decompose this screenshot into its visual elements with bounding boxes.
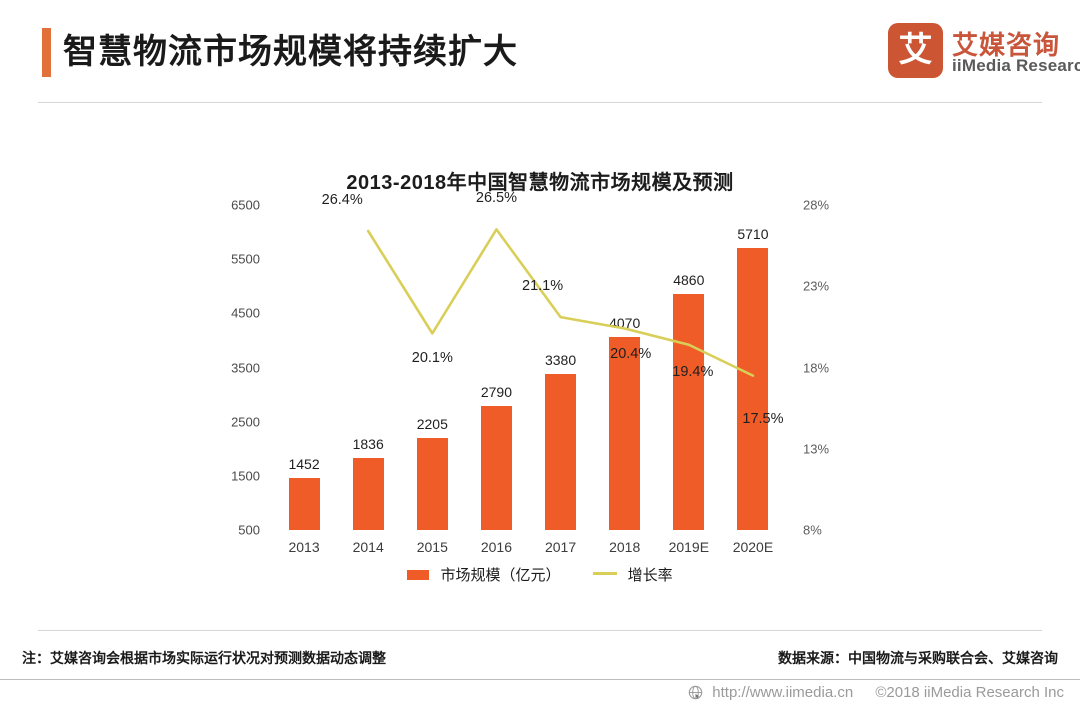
legend-label-market-size: 市场规模（亿元） <box>440 567 561 584</box>
bar-value-label: 5710 <box>737 225 769 242</box>
bar-2019E[interactable] <box>673 293 705 530</box>
line-value-label: 20.4% <box>610 345 652 362</box>
bar-value-label: 2790 <box>480 383 513 400</box>
page-title: 智慧物流市场规模将持续扩大 <box>63 33 518 71</box>
x-axis-tick-2019E: 2019E <box>668 539 710 555</box>
footnote-note: 注：艾媒咨询会根据市场实际运行状况对预测数据动态调整 <box>22 650 386 666</box>
watermark-copyright: ©2018 iiMedia Research Inc <box>875 684 1064 701</box>
y-axis-right-tick: 8% <box>803 522 822 538</box>
logo-name-cn: 艾媒咨询 <box>952 30 1061 60</box>
brand-logo: 艾 艾媒咨询 iiMedia Research <box>888 23 1080 81</box>
footnote-source: 数据来源：中国物流与采购联合会、艾媒咨询 <box>778 650 1058 666</box>
y-axis-right-tick: 13% <box>803 441 830 457</box>
y-axis-right-tick: 23% <box>803 278 830 294</box>
bar-2013[interactable] <box>288 478 320 530</box>
chart-container: 2013-2018年中国智慧物流市场规模及预测 6500 5500 4500 3500… <box>0 103 1080 623</box>
header-divider <box>38 102 1042 103</box>
x-axis-tick-2020E: 2020E <box>732 539 774 555</box>
bar-2015[interactable] <box>416 437 448 530</box>
watermark-url: http://www.iimedia.cn <box>712 684 854 701</box>
x-axis-tick-2016: 2016 <box>480 539 513 555</box>
bar-value-label: 1836 <box>352 435 384 452</box>
bottom-divider <box>0 679 1080 680</box>
bar-value-label: 2205 <box>416 415 448 432</box>
bar-2018[interactable] <box>609 336 641 530</box>
legend-swatch-bar-icon <box>407 569 430 580</box>
line-value-label: 17.5% <box>742 410 784 427</box>
x-axis-tick-2015: 2015 <box>416 539 448 555</box>
line-value-label: 19.4% <box>672 363 714 380</box>
y-axis-left-tick: 2500 <box>231 414 260 430</box>
y-axis-left-tick: 3500 <box>231 360 260 375</box>
logo-name-en: iiMedia Research <box>952 56 1080 75</box>
bar-2017[interactable] <box>545 374 577 530</box>
title-accent-bar <box>42 28 51 77</box>
line-series-growth-rate <box>366 228 755 377</box>
line-value-label: 26.4% <box>321 192 363 208</box>
x-axis-tick-2014: 2014 <box>352 539 384 555</box>
y-axis-left-tick: 1500 <box>231 468 260 484</box>
bar-2014[interactable] <box>352 457 384 530</box>
footer-divider <box>38 630 1042 631</box>
watermark: http://www.iimedia.cn ©2018 iiMedia Rese… <box>688 684 1064 704</box>
legend-swatch-line-icon <box>592 572 617 575</box>
y-axis-left-tick: 4500 <box>231 305 260 321</box>
bar-value-label: 3380 <box>544 352 577 368</box>
line-value-label: 21.1% <box>522 278 564 295</box>
bar-value-label: 1452 <box>288 456 320 473</box>
bar-value-label: 4860 <box>673 271 705 288</box>
y-axis-left-tick: 500 <box>238 522 260 538</box>
bar-2016[interactable] <box>480 405 512 530</box>
legend-item-market-size[interactable]: 市场规模（亿元） <box>407 564 561 585</box>
y-axis-right-tick: 28% <box>803 197 830 213</box>
line-value-label: 20.1% <box>411 350 453 367</box>
globe-icon <box>688 685 703 704</box>
chart-plot-area: 6500 5500 4500 3500 2500 1500 500 28% 23% 18% 13%… <box>231 190 829 555</box>
y-axis-left-tick: 5500 <box>231 251 260 267</box>
legend-label-growth-rate: 增长率 <box>627 567 673 584</box>
logo-mark-icon: 艾 <box>888 23 943 78</box>
legend-item-growth-rate[interactable]: 增长率 <box>592 564 673 585</box>
page-header: 智慧物流市场规模将持续扩大 艾 艾媒咨询 iiMedia Research <box>0 0 1080 103</box>
y-axis-right-tick: 18% <box>803 360 830 375</box>
x-axis-tick-2018: 2018 <box>609 539 641 555</box>
chart-legend: 市场规模（亿元） 增长率 <box>0 564 1080 585</box>
chart-title: 2013-2018年中国智慧物流市场规模及预测 <box>346 172 734 194</box>
y-axis-left-tick: 6500 <box>231 197 260 213</box>
x-axis-tick-2013: 2013 <box>288 539 320 555</box>
bar-2020E[interactable] <box>737 247 769 530</box>
line-value-label: 26.5% <box>475 190 517 207</box>
x-axis-tick-2017: 2017 <box>544 539 577 555</box>
